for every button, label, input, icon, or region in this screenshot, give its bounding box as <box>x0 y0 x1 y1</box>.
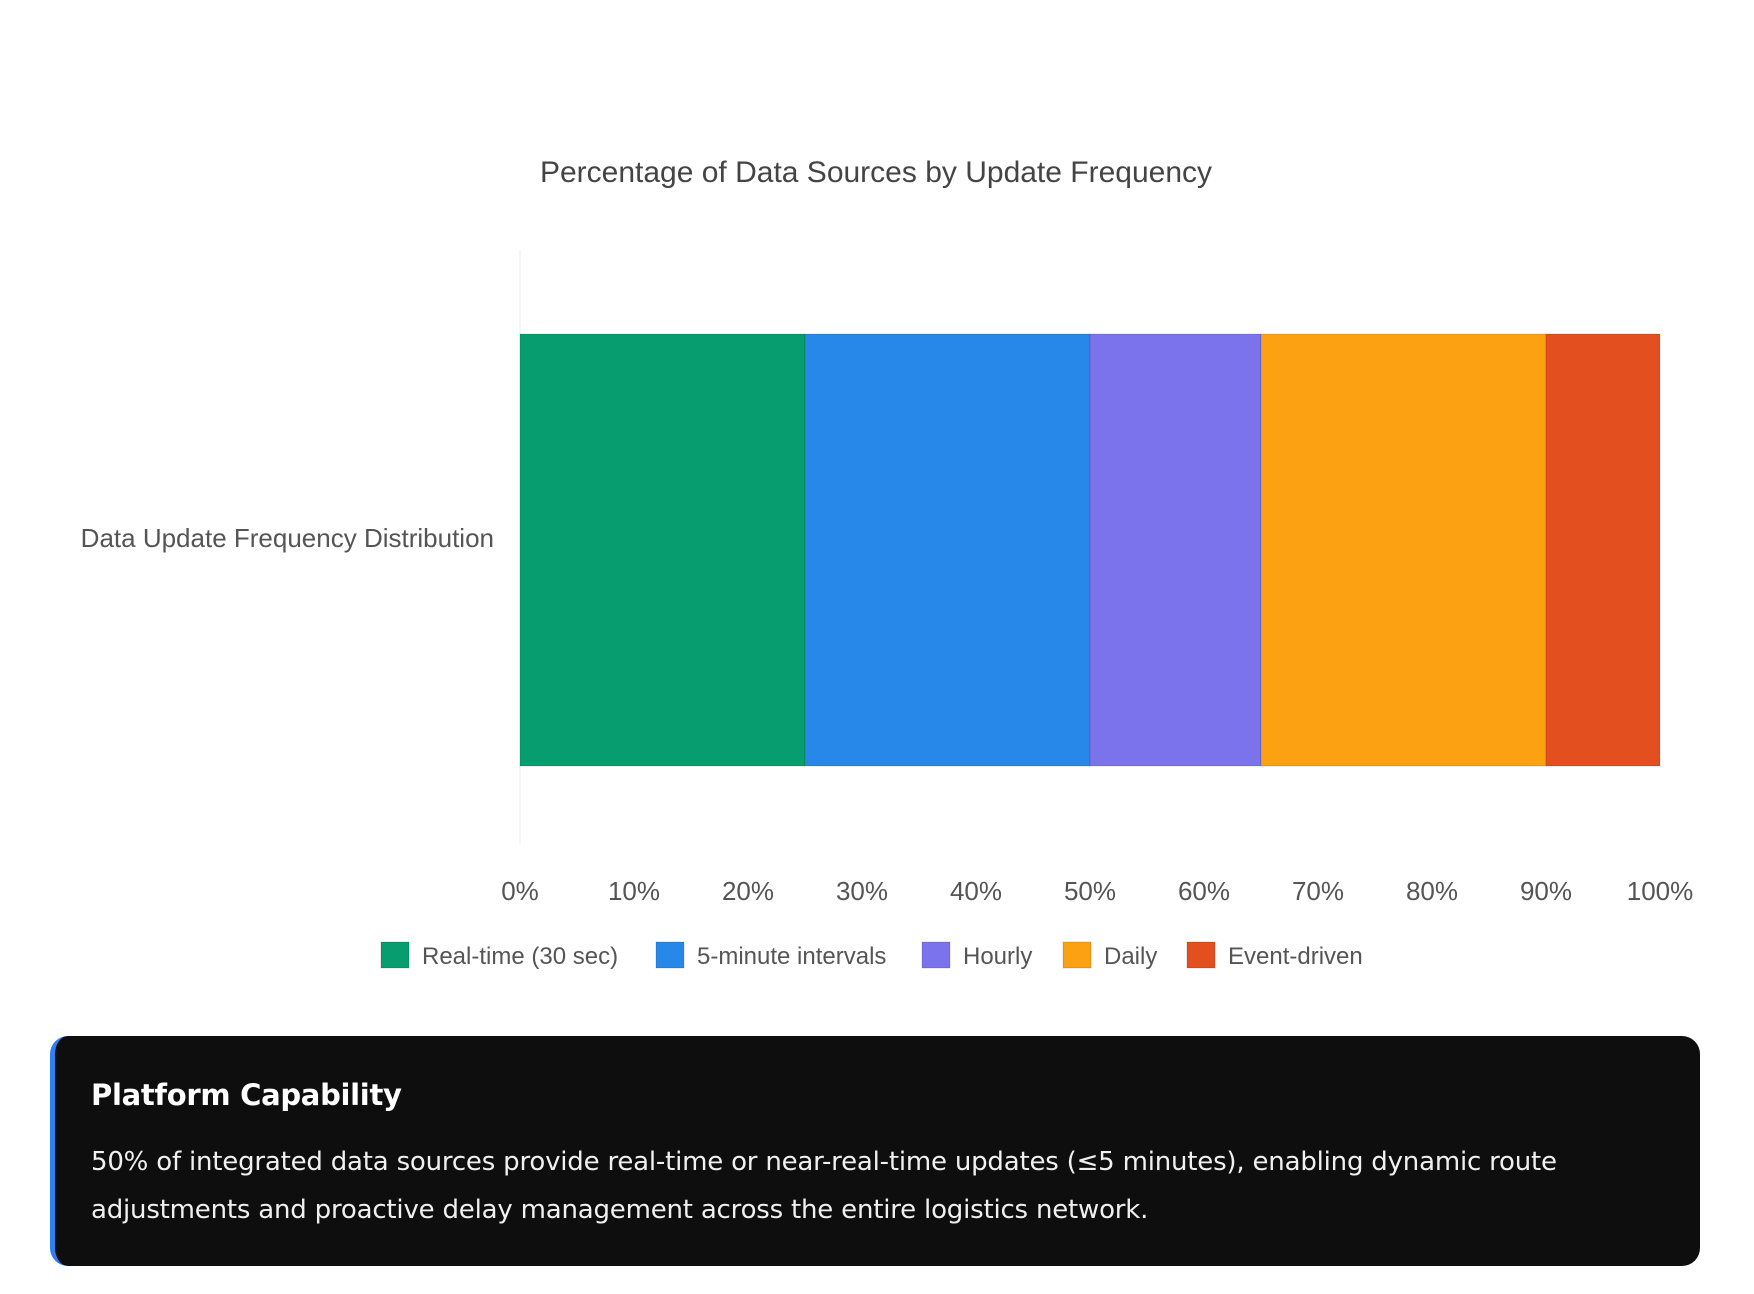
legend: Real-time (30 sec) 5-minute intervals Hour… <box>380 941 1363 970</box>
chart-container: Percentage of Data Sources by Update Fre… <box>81 156 1694 970</box>
legend-swatch <box>921 941 951 969</box>
bar-segment-4 <box>1260 333 1547 767</box>
x-tick-label: 100% <box>1627 876 1694 906</box>
bar-segment-2 <box>804 333 1091 767</box>
x-tick-label: 20% <box>722 876 774 906</box>
x-tick-label: 10% <box>608 876 660 906</box>
bar-segments <box>519 333 1661 767</box>
x-tick-label: 80% <box>1406 876 1458 906</box>
chart-title: Percentage of Data Sources by Update Fre… <box>540 156 1212 189</box>
x-tick-label: 0% <box>501 876 539 906</box>
x-tick-label: 90% <box>1520 876 1572 906</box>
x-tick-label: 70% <box>1292 876 1344 906</box>
legend-label: 5-minute intervals <box>697 943 886 970</box>
category-label: Data Update Frequency Distribution <box>81 523 494 553</box>
legend-swatch <box>1062 941 1092 969</box>
legend-swatch <box>655 941 685 969</box>
legend-label: Daily <box>1104 943 1157 970</box>
bar-segment-1 <box>519 333 806 767</box>
x-tick-label: 60% <box>1178 876 1230 906</box>
legend-swatch <box>1186 941 1216 969</box>
bar-segment-5 <box>1545 333 1661 767</box>
legend-label: Real-time (30 sec) <box>422 943 618 970</box>
x-tick-label: 40% <box>950 876 1002 906</box>
platform-capability-callout: Platform Capability 50% of integrated da… <box>50 1036 1700 1266</box>
callout-title: Platform Capability <box>91 1078 402 1112</box>
x-tick-label: 30% <box>836 876 888 906</box>
x-axis-ticks: 0% 10% 20% 30% 40% 50% 60% 70% 80% 90% 100% <box>501 876 1693 906</box>
bar-segment-3 <box>1089 333 1262 767</box>
legend-swatch <box>380 941 410 969</box>
callout-body: 50% of integrated data sources provide r… <box>91 1147 1557 1225</box>
legend-label: Hourly <box>963 943 1032 970</box>
legend-label: Event-driven <box>1228 943 1363 970</box>
stacked-bar-chart: Percentage of Data Sources by Update Fre… <box>81 156 1694 970</box>
x-tick-label: 50% <box>1064 876 1116 906</box>
